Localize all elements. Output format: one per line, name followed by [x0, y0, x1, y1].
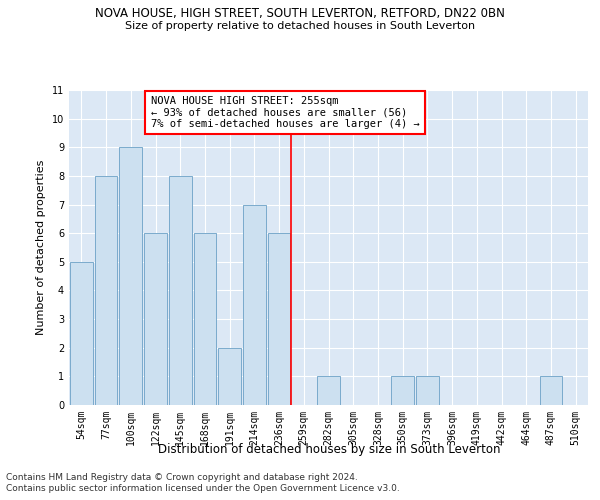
Bar	[194, 233, 216, 405]
Bar	[243, 204, 266, 405]
Bar	[268, 233, 290, 405]
Text: NOVA HOUSE HIGH STREET: 255sqm
← 93% of detached houses are smaller (56)
7% of s: NOVA HOUSE HIGH STREET: 255sqm ← 93% of …	[151, 96, 419, 129]
Bar	[416, 376, 439, 405]
Bar	[169, 176, 191, 405]
Bar	[317, 376, 340, 405]
Text: Size of property relative to detached houses in South Leverton: Size of property relative to detached ho…	[125, 21, 475, 31]
Y-axis label: Number of detached properties: Number of detached properties	[37, 160, 46, 335]
Text: Distribution of detached houses by size in South Leverton: Distribution of detached houses by size …	[158, 442, 500, 456]
Bar	[70, 262, 93, 405]
Bar	[119, 148, 142, 405]
Text: Contains public sector information licensed under the Open Government Licence v3: Contains public sector information licen…	[6, 484, 400, 493]
Bar	[391, 376, 414, 405]
Text: NOVA HOUSE, HIGH STREET, SOUTH LEVERTON, RETFORD, DN22 0BN: NOVA HOUSE, HIGH STREET, SOUTH LEVERTON,…	[95, 8, 505, 20]
Bar	[144, 233, 167, 405]
Bar	[539, 376, 562, 405]
Bar	[95, 176, 118, 405]
Text: Contains HM Land Registry data © Crown copyright and database right 2024.: Contains HM Land Registry data © Crown c…	[6, 472, 358, 482]
Bar	[218, 348, 241, 405]
